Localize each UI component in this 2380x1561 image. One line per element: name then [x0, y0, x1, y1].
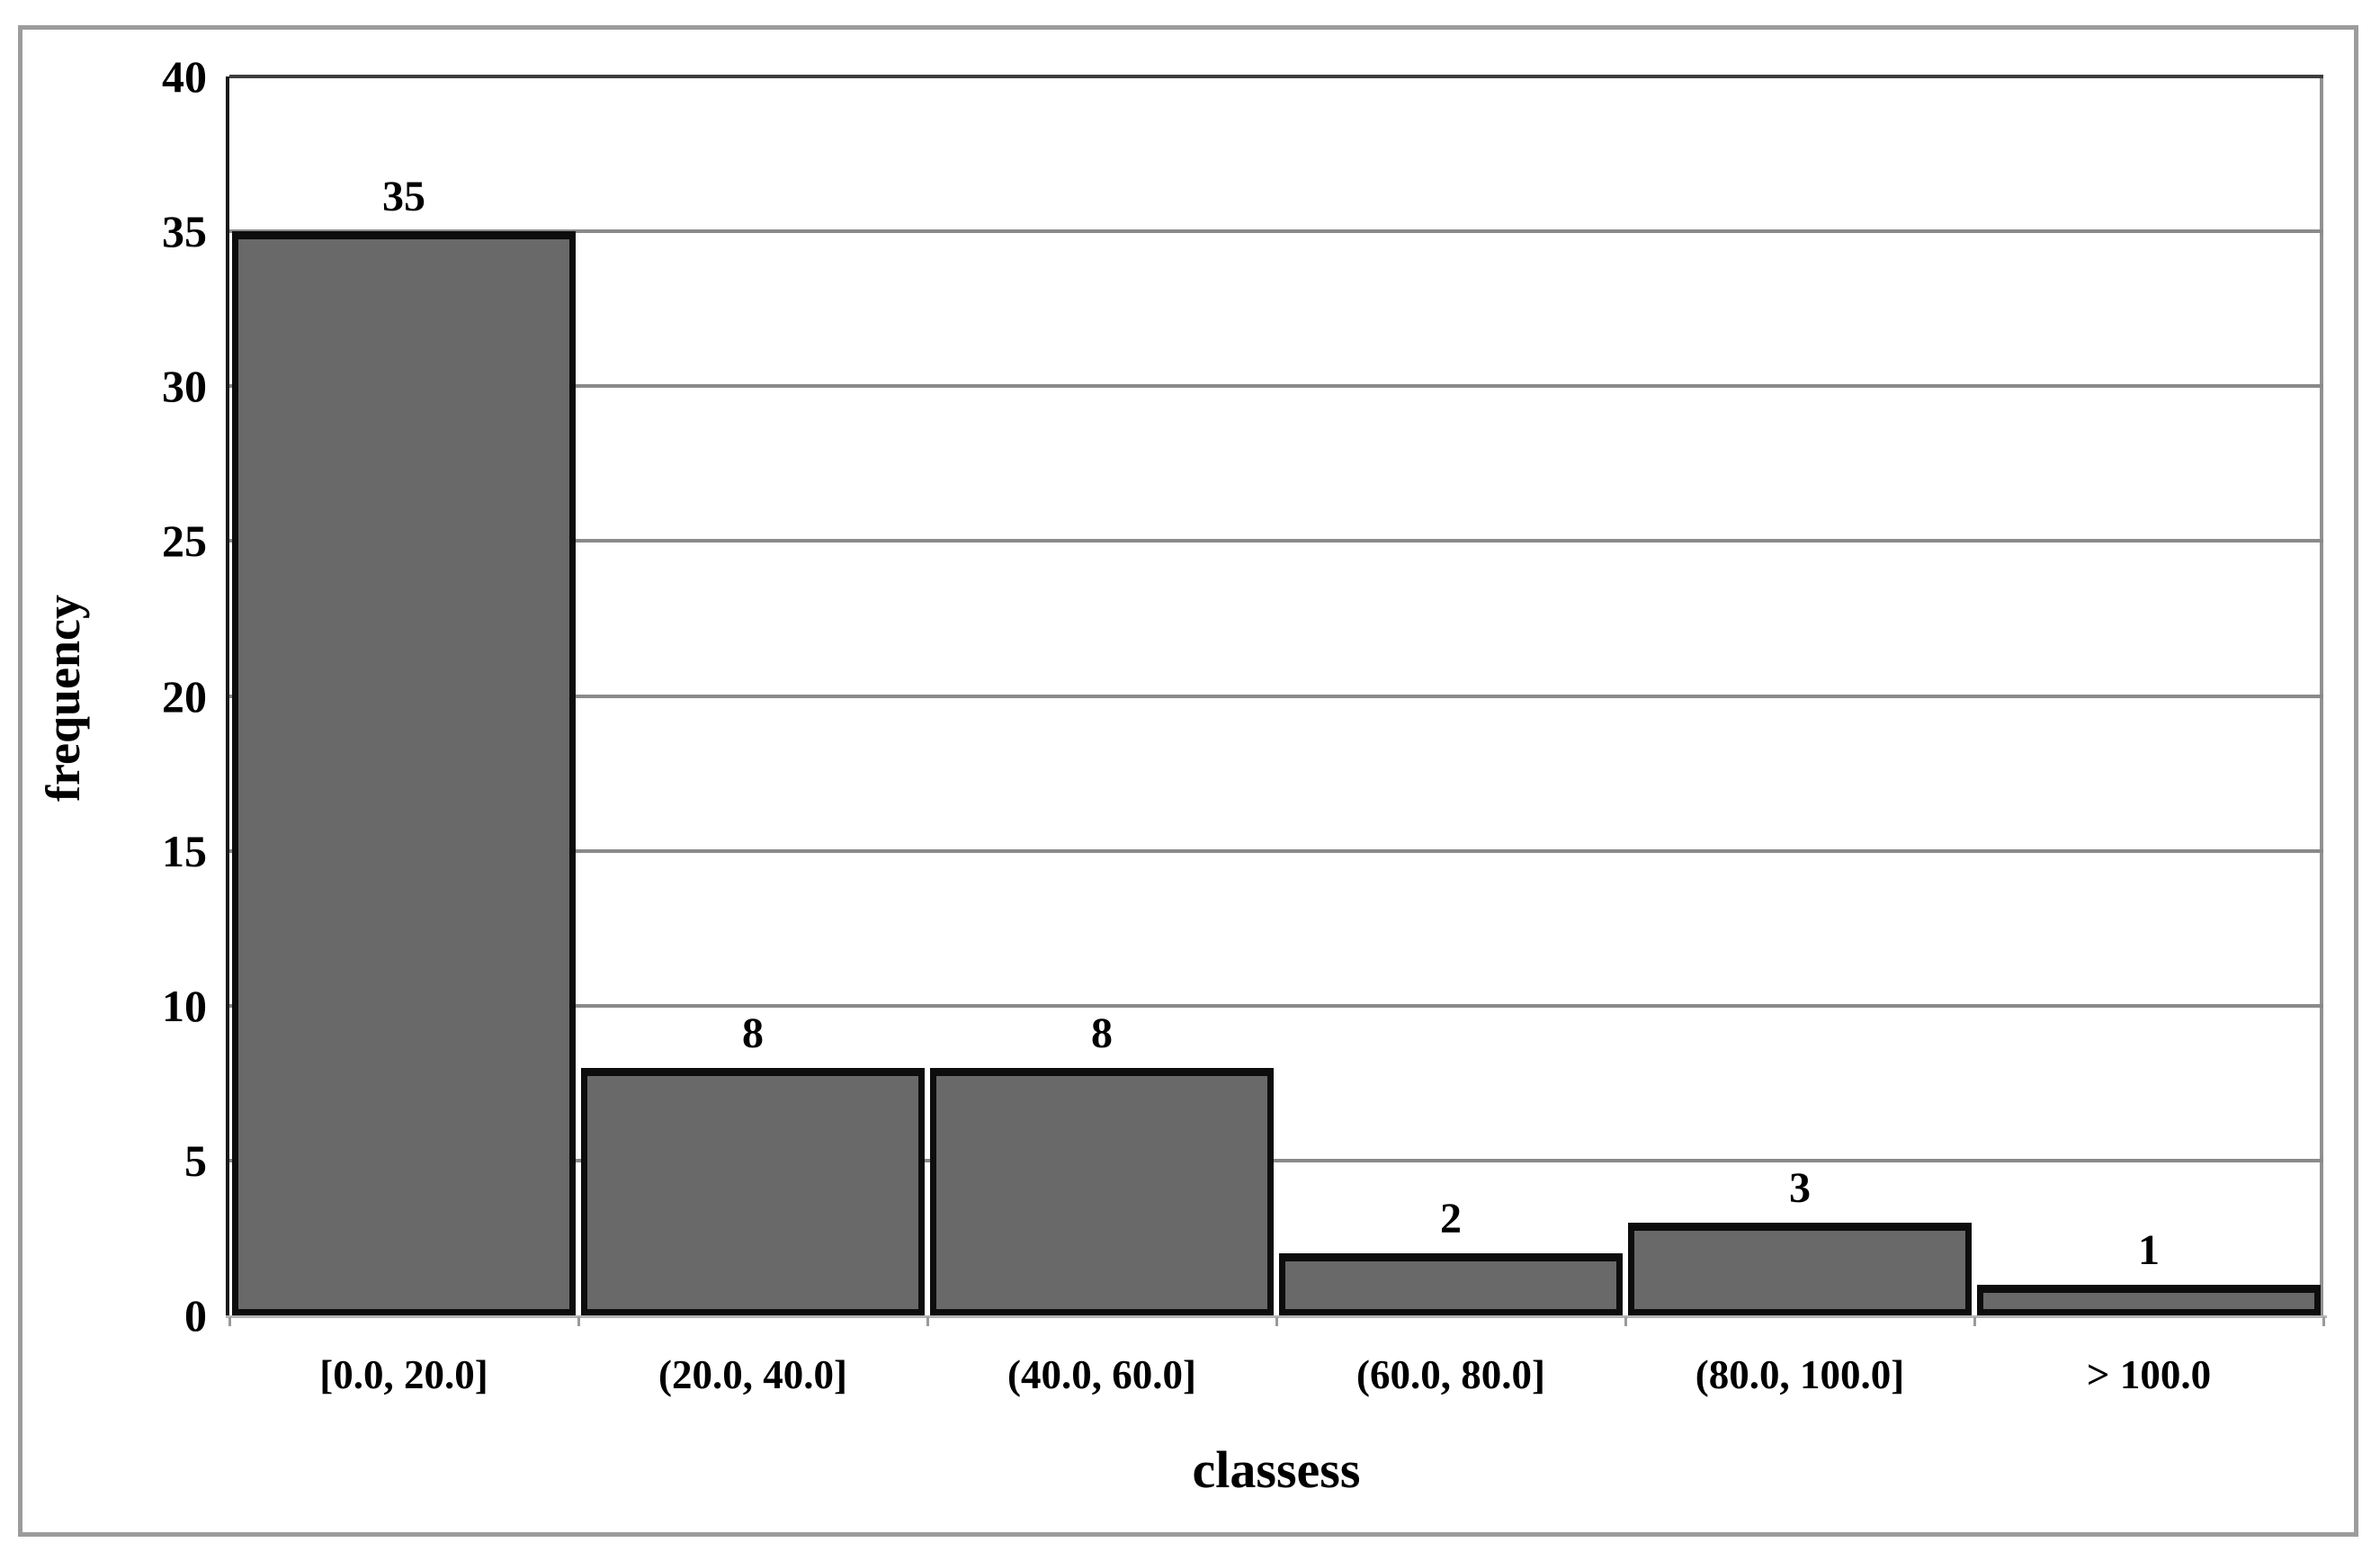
- y-tick-label-5: 5: [184, 1135, 207, 1186]
- x-tick-label-5: > 100.0: [2086, 1352, 2212, 1397]
- plot-area: [226, 75, 2327, 1318]
- x-axis-tick-6: [2322, 1317, 2325, 1326]
- x-axis-tick-5: [1973, 1317, 1976, 1326]
- y-tick-label-15: 15: [162, 825, 207, 876]
- bar-value-label-1: 8: [742, 1009, 764, 1057]
- bar-1: [581, 1067, 925, 1315]
- x-axis-tick-1: [577, 1317, 580, 1326]
- gridline-y-35: [229, 229, 2323, 234]
- y-tick-label-35: 35: [162, 206, 207, 257]
- bar-value-label-0: 35: [382, 173, 425, 221]
- gridline-y-5: [229, 1158, 2323, 1162]
- x-axis-tick-3: [1275, 1317, 1278, 1326]
- bar-value-label-3: 2: [1440, 1195, 1462, 1243]
- x-axis-tick-0: [228, 1317, 231, 1326]
- figure-border: [18, 25, 2358, 1537]
- bar-2: [930, 1067, 1274, 1315]
- x-axis-line: [226, 1315, 2327, 1318]
- gridline-y-25: [229, 539, 2323, 543]
- y-tick-label-30: 30: [162, 361, 207, 412]
- x-tick-label-0: [0.0, 20.0]: [319, 1352, 488, 1397]
- bar-value-label-5: 1: [2138, 1225, 2160, 1274]
- x-axis-tick-4: [1624, 1317, 1627, 1326]
- y-tick-label-0: 0: [184, 1290, 207, 1341]
- x-tick-label-4: (80.0, 100.0]: [1695, 1352, 1905, 1397]
- bar-value-label-2: 8: [1091, 1009, 1113, 1057]
- y-tick-label-20: 20: [162, 670, 207, 722]
- gridline-y-40: [229, 75, 2323, 78]
- bar-0: [232, 231, 576, 1315]
- x-axis-tick-2: [926, 1317, 929, 1326]
- bar-4: [1628, 1222, 1972, 1315]
- y-tick-label-10: 10: [162, 980, 207, 1031]
- x-axis-title: classess: [1192, 1440, 1361, 1499]
- y-axis-line: [226, 76, 229, 1315]
- gridline-y-30: [229, 384, 2323, 389]
- x-tick-label-1: (20.0, 40.0]: [658, 1352, 847, 1397]
- x-tick-label-3: (60.0, 80.0]: [1356, 1352, 1545, 1397]
- gridline-y-15: [229, 848, 2323, 853]
- y-tick-label-40: 40: [162, 51, 207, 102]
- bar-3: [1279, 1253, 1623, 1315]
- gridline-y-10: [229, 1003, 2323, 1008]
- y-tick-label-25: 25: [162, 516, 207, 567]
- bar-value-label-4: 3: [1789, 1163, 1811, 1212]
- x-tick-label-2: (40.0, 60.0]: [1007, 1352, 1196, 1397]
- gridline-y-20: [229, 694, 2323, 698]
- bar-5: [1977, 1284, 2321, 1315]
